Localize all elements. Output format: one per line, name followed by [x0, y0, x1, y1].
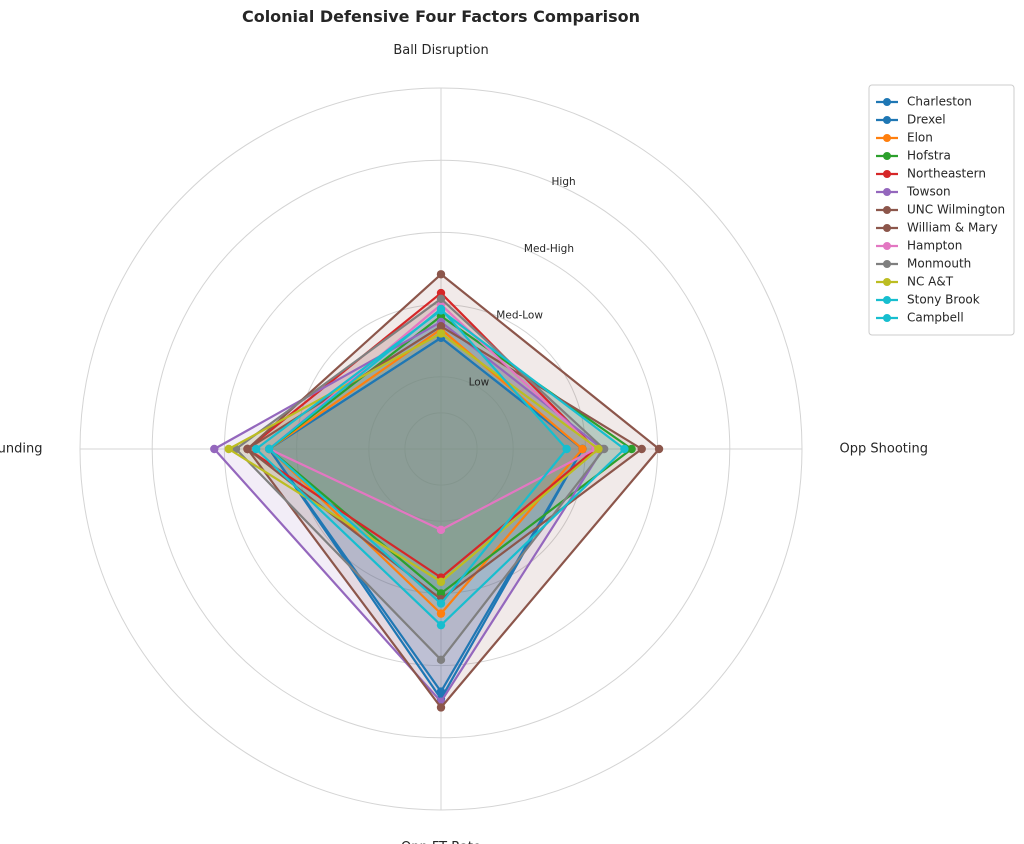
axis-label: Ball Disruption — [393, 43, 488, 58]
legend-item: Monmouth — [876, 257, 971, 271]
data-point — [436, 687, 446, 696]
legend-label: Hampton — [907, 239, 962, 253]
data-point — [599, 444, 609, 454]
legend-item: William & Mary — [876, 221, 998, 235]
data-point — [637, 444, 646, 454]
data-point — [436, 311, 446, 321]
data-point — [627, 444, 636, 454]
ring-label: High — [552, 176, 576, 188]
series-area — [228, 333, 599, 582]
legend-item: NC A&T — [876, 275, 954, 289]
data-point — [436, 322, 446, 331]
data-point — [436, 589, 446, 598]
ring-labels: Low Med-Low Med-High High — [469, 176, 576, 388]
legend-item: Northeastern — [876, 167, 986, 181]
series-area — [269, 304, 596, 530]
data-point — [436, 525, 446, 535]
data-point — [578, 444, 587, 454]
legend-label: Monmouth — [907, 257, 971, 271]
legend-marker — [883, 152, 891, 160]
legend-box — [868, 84, 1015, 336]
legend-label: Stony Brook — [907, 293, 980, 307]
ring-label: Low — [469, 376, 490, 388]
legend-marker — [883, 296, 891, 304]
data-point — [436, 599, 446, 608]
legend-item: Hofstra — [876, 149, 951, 163]
legend-marker — [883, 206, 891, 214]
data-point — [436, 577, 446, 587]
data-point — [436, 620, 446, 630]
legend-marker — [883, 134, 891, 142]
data-point — [436, 609, 446, 618]
chart-title: Colonial Defensive Four Factors Comparis… — [242, 7, 640, 26]
series-area — [269, 337, 583, 692]
legend-label: Charleston — [907, 95, 972, 109]
data-point — [436, 329, 446, 338]
data-point — [251, 444, 261, 454]
legend-label: Towson — [906, 185, 951, 199]
legend-item: UNC Wilmington — [876, 203, 1005, 217]
legend-item: Towson — [876, 185, 951, 199]
axis-labels: Ball Disruption Opp Shooting Opp FT Rate De… — [0, 43, 928, 844]
legend-label: UNC Wilmington — [907, 203, 1005, 217]
axis-label: Opp Shooting — [840, 442, 928, 457]
legend-label: Campbell — [907, 311, 964, 325]
legend-marker — [883, 98, 891, 106]
legend-marker — [883, 314, 891, 322]
legend-item: Stony Brook — [876, 293, 980, 307]
series-area — [269, 329, 583, 614]
legend-label: William & Mary — [907, 221, 998, 235]
axis-label: Opp FT Rate — [401, 840, 481, 844]
legend-item: Hampton — [876, 239, 962, 253]
legend-item: Elon — [876, 131, 933, 145]
legend-label: Northeastern — [907, 167, 986, 181]
legend-marker — [883, 170, 891, 178]
data-point — [436, 270, 446, 279]
series-lines — [210, 270, 664, 712]
series-area — [269, 337, 583, 699]
data-point — [224, 444, 233, 454]
axis-label: Def Rebounding — [0, 442, 43, 457]
legend-item: Campbell — [876, 311, 964, 325]
ring-label: Med-Low — [496, 310, 543, 322]
ring-label: Med-High — [524, 243, 574, 255]
data-point — [436, 655, 446, 665]
legend-label: Hofstra — [907, 149, 951, 163]
series-10 — [224, 329, 603, 587]
legend-item: Drexel — [876, 113, 946, 127]
data-point — [436, 703, 446, 712]
legend-marker — [883, 116, 891, 124]
legend: Charleston Drexel Elon Hofstra Northeastern T… — [868, 84, 1015, 336]
legend-marker — [883, 260, 891, 268]
data-point — [436, 304, 446, 314]
data-point — [210, 444, 219, 454]
legend-marker — [883, 278, 891, 286]
legend-label: NC A&T — [907, 275, 954, 289]
series-fills — [214, 274, 660, 708]
legend-label: Drexel — [907, 113, 946, 127]
legend-item: Charleston — [876, 95, 972, 109]
legend-label: Elon — [907, 131, 933, 145]
data-point — [243, 444, 252, 454]
legend-marker — [883, 242, 891, 250]
series-12 — [264, 304, 571, 608]
data-point — [436, 288, 446, 298]
legend-marker — [883, 188, 891, 196]
data-point — [436, 294, 446, 304]
data-point — [264, 444, 274, 454]
legend-marker — [883, 224, 891, 232]
data-point — [594, 444, 603, 454]
series-area — [269, 308, 567, 604]
data-point — [620, 444, 629, 454]
data-point — [654, 444, 664, 454]
series-layer — [210, 270, 664, 712]
series-7 — [243, 270, 664, 712]
data-point — [562, 444, 571, 454]
series-9 — [231, 294, 609, 665]
